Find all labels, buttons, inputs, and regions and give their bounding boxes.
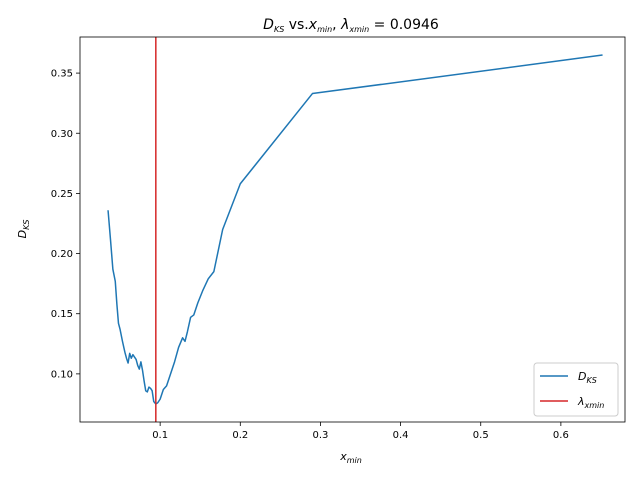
plot-area	[79, 36, 626, 423]
x-tick-label: 0.4	[393, 430, 409, 441]
y-axis-label: DKS	[16, 220, 31, 239]
legend: DKS λxmin	[533, 362, 619, 417]
x-axis-label: xmin	[339, 450, 362, 465]
x-tick-label: 0.3	[312, 430, 328, 441]
x-tick-label: 0.1	[152, 430, 168, 441]
series-dks-line	[107, 54, 603, 405]
x-tick-label: 0.2	[232, 430, 248, 441]
y-tick-label: 0.10	[51, 369, 73, 380]
y-tick-label: 0.15	[51, 309, 73, 320]
y-tick-label: 0.20	[51, 249, 73, 260]
y-tick-label: 0.30	[51, 129, 73, 140]
y-tick-label: 0.25	[51, 189, 73, 200]
axis-ticks: 0.1 0.2 0.3 0.4 0.5 0.6 0.10 0.15 0.20 0.25 0.30 0.…	[51, 69, 569, 441]
axes-frame	[79, 36, 626, 423]
chart-title: DKS vs.xmin, λxmin = 0.0946	[263, 17, 439, 34]
x-tick-label: 0.6	[553, 430, 569, 441]
legend-lambda-label: λxmin	[577, 395, 604, 410]
legend-box	[533, 362, 619, 417]
legend-dks-label: DKS	[578, 370, 597, 385]
y-tick-label: 0.35	[51, 69, 73, 80]
x-tick-label: 0.5	[473, 430, 489, 441]
